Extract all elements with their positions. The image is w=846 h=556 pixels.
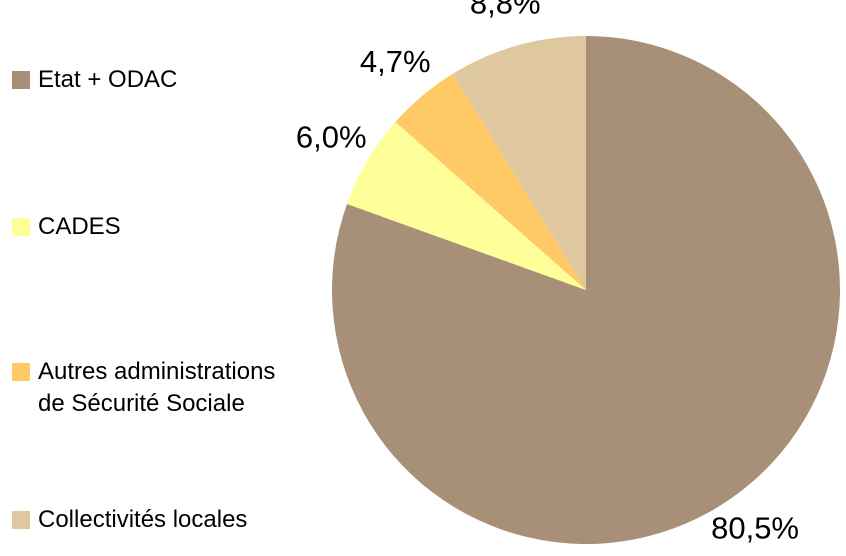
- data-label: 6,0%: [296, 120, 367, 155]
- data-label: 8,8%: [470, 0, 541, 20]
- pie-slice: [347, 122, 586, 290]
- data-label: 80,5%: [711, 511, 799, 546]
- legend-label: Autres administrations de Sécurité Socia…: [38, 358, 276, 417]
- legend-item: Autres administrations de Sécurité Socia…: [12, 356, 312, 420]
- legend-swatch: [12, 218, 30, 236]
- legend-swatch: [12, 363, 30, 381]
- legend-swatch: [12, 71, 30, 89]
- pie-slice: [332, 36, 840, 544]
- data-label: 4,7%: [360, 44, 431, 79]
- legend-item: Collectivités locales: [12, 504, 312, 536]
- legend-label: CADES: [38, 213, 121, 240]
- legend-swatch: [12, 511, 30, 529]
- pie-slice: [452, 36, 586, 290]
- legend-item: Etat + ODAC: [12, 64, 312, 96]
- legend-label: Etat + ODAC: [38, 66, 178, 93]
- legend-label: Collectivités locales: [38, 506, 248, 533]
- legend-item: CADES: [12, 211, 312, 243]
- pie-slice: [395, 73, 586, 290]
